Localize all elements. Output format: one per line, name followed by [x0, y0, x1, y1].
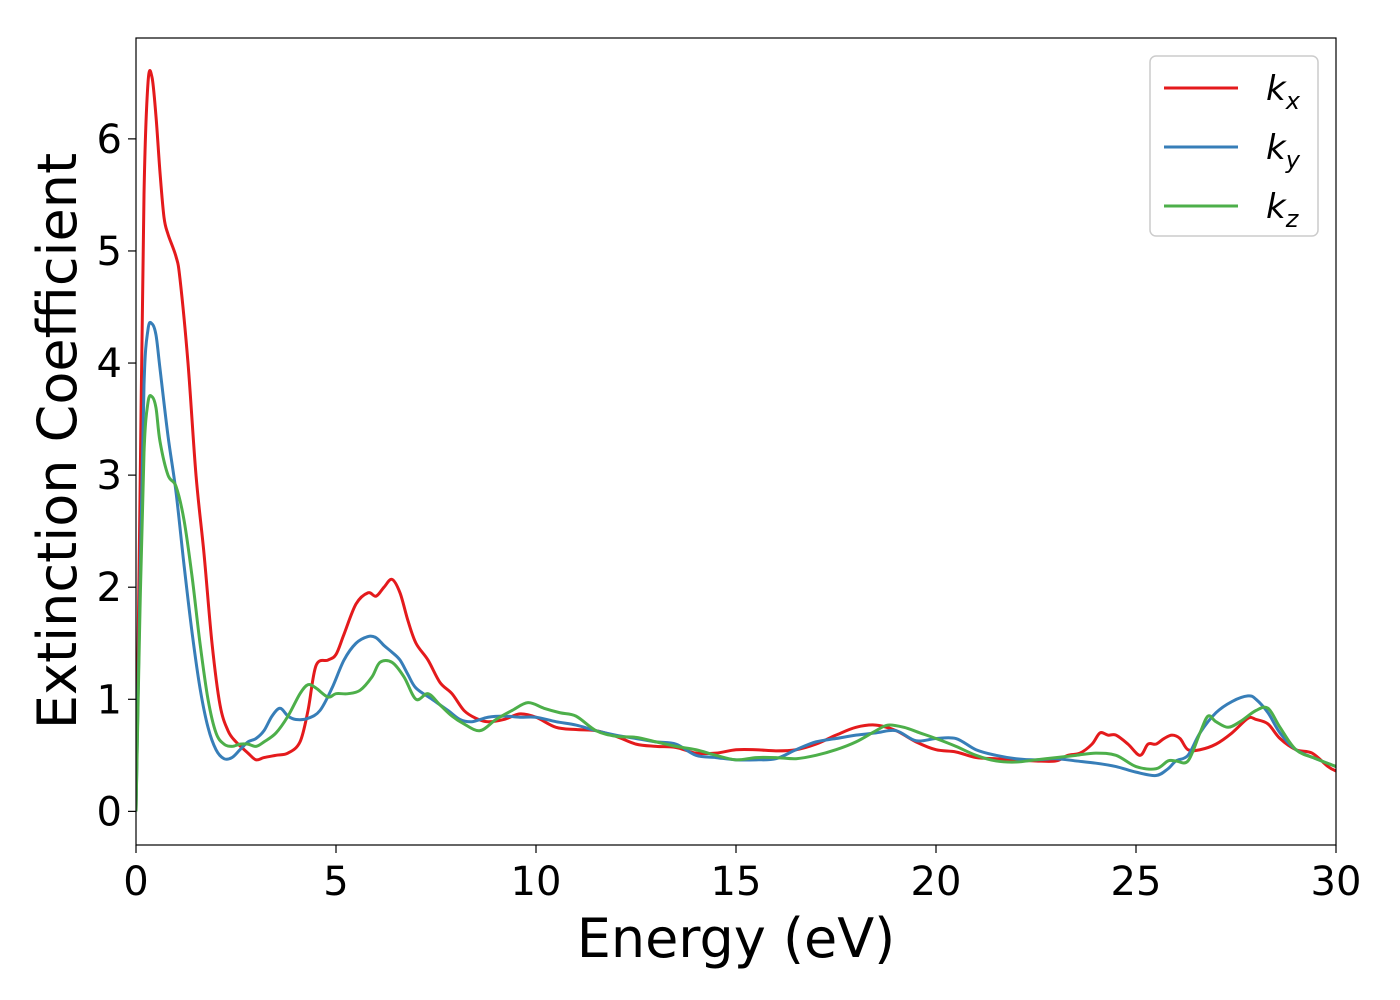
y-tick-label: 1 — [97, 677, 122, 723]
legend: kx ky kz — [1149, 55, 1319, 237]
y-tick-label: 0 — [97, 789, 122, 835]
x-tick-label: 15 — [711, 859, 762, 905]
series-line-ky — [136, 320, 1336, 812]
axes-layer: 0 5 10 15 20 25 30 0 1 2 3 4 5 6 — [97, 37, 1362, 905]
x-tick-label: 0 — [123, 859, 148, 905]
legend-label-kx: kx — [1266, 69, 1301, 115]
x-tick-label: 5 — [323, 859, 348, 905]
series-line-kx — [136, 69, 1336, 812]
x-tick-label: 20 — [911, 859, 962, 905]
y-axis-label: Extinction Coefficient — [26, 153, 89, 729]
series-layer — [136, 69, 1336, 812]
y-tick-label: 5 — [97, 229, 122, 275]
y-tick-label: 3 — [97, 453, 122, 499]
x-tick-label: 10 — [511, 859, 562, 905]
series-line-kz — [136, 394, 1336, 812]
x-tick-label: 25 — [1111, 859, 1162, 905]
x-axis-label: Energy (eV) — [577, 907, 896, 970]
y-tick-label: 4 — [97, 341, 122, 387]
y-tick-label: 2 — [97, 565, 122, 611]
x-tick-label: 30 — [1311, 859, 1362, 905]
y-tick-label: 6 — [97, 117, 122, 163]
legend-label-kz: kz — [1266, 187, 1300, 233]
legend-label-ky: ky — [1266, 128, 1301, 174]
